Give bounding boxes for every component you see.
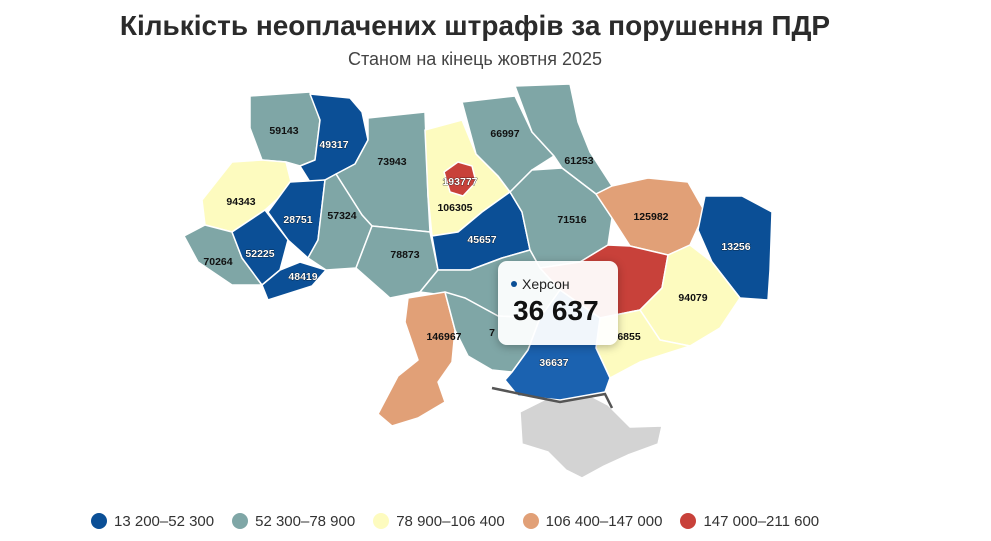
region-label-sumy: 61253	[564, 155, 593, 167]
region-label-ternopil: 28751	[283, 214, 312, 226]
region-donetsk[interactable]	[639, 244, 741, 347]
legend-label-class2: 52 300–78 900	[255, 512, 356, 530]
region-label-khmelnytskyi: 57324	[327, 210, 356, 222]
legend-item-class4[interactable]: 106 400–147 000	[522, 512, 663, 530]
region-crimea	[519, 391, 663, 479]
region-label-kherson: 36637	[539, 357, 568, 369]
region-label-donetsk: 94079	[678, 292, 707, 304]
region-label-cherkasy: 45657	[467, 234, 496, 246]
region-label-volyn: 59143	[269, 125, 298, 137]
map-title: Кількість неоплачених штрафів за порушен…	[119, 10, 831, 41]
tooltip-region-name: Херсон	[511, 276, 570, 292]
region-luhansk[interactable]	[697, 195, 773, 301]
coastline-spit	[491, 386, 614, 409]
region-label-kyiv-oblast: 106305	[437, 202, 472, 214]
map-legend: 13 200–52 300 52 300–78 900 78 900–106 4…	[91, 510, 837, 532]
region-label-chernivtsi: 48419	[288, 271, 317, 283]
region-label-zaporizhzhia: 6855	[617, 331, 641, 343]
legend-swatch-class4	[522, 513, 539, 529]
legend-label-class3: 78 900–106 400	[396, 512, 505, 530]
region-label-zhytomyr: 73943	[377, 156, 406, 168]
region-label-odesa: 146967	[426, 331, 461, 343]
region-kharkiv[interactable]	[595, 177, 706, 256]
legend-swatch-class2	[232, 513, 249, 529]
region-label-chernihiv: 66997	[490, 128, 519, 140]
region-label-rivne: 49317	[319, 139, 348, 151]
tooltip-value: 36 637	[513, 295, 599, 326]
tooltip-region-label: Херсон	[522, 276, 570, 292]
legend-item-class3[interactable]: 78 900–106 400	[373, 512, 505, 530]
region-chernivtsi[interactable]	[261, 261, 327, 301]
region-label-mykolaiv: 7	[489, 327, 495, 339]
region-label-poltava: 71516	[557, 214, 586, 226]
region-label-kharkiv: 125982	[633, 211, 668, 223]
tooltip-bullet-icon	[511, 281, 517, 287]
map-subtitle: Станом на кінець жовтня 2025	[347, 49, 603, 69]
region-label-luhansk: 13256	[721, 241, 750, 253]
legend-item-class1[interactable]: 13 200–52 300	[91, 513, 214, 530]
legend-label-class5: 147 000–211 600	[703, 512, 820, 530]
region-label-vinnytsia: 78873	[390, 249, 419, 261]
legend-item-class2[interactable]: 52 300–78 900	[232, 513, 355, 530]
legend-label-class1: 13 200–52 300	[114, 512, 215, 530]
legend-swatch-class1	[91, 513, 107, 529]
legend-label-class4: 106 400–147 000	[545, 512, 663, 530]
region-kyiv-city[interactable]	[443, 161, 477, 197]
region-tooltip: Херсон 36 637	[498, 261, 618, 345]
region-value-labels: 59143 49317 73943 193777 106305 66997 61253 943…	[203, 125, 751, 369]
legend-swatch-class3	[373, 513, 390, 529]
legend-item-class5[interactable]: 147 000–211 600	[680, 513, 819, 530]
region-odesa[interactable]	[377, 291, 456, 427]
region-label-lviv: 94343	[226, 196, 255, 208]
region-label-zakarpattia: 70264	[203, 256, 232, 268]
region-label-kyiv-city: 193777	[442, 176, 477, 188]
region-label-ivano-frankivsk: 52225	[245, 248, 274, 260]
legend-swatch-class5	[680, 513, 697, 529]
